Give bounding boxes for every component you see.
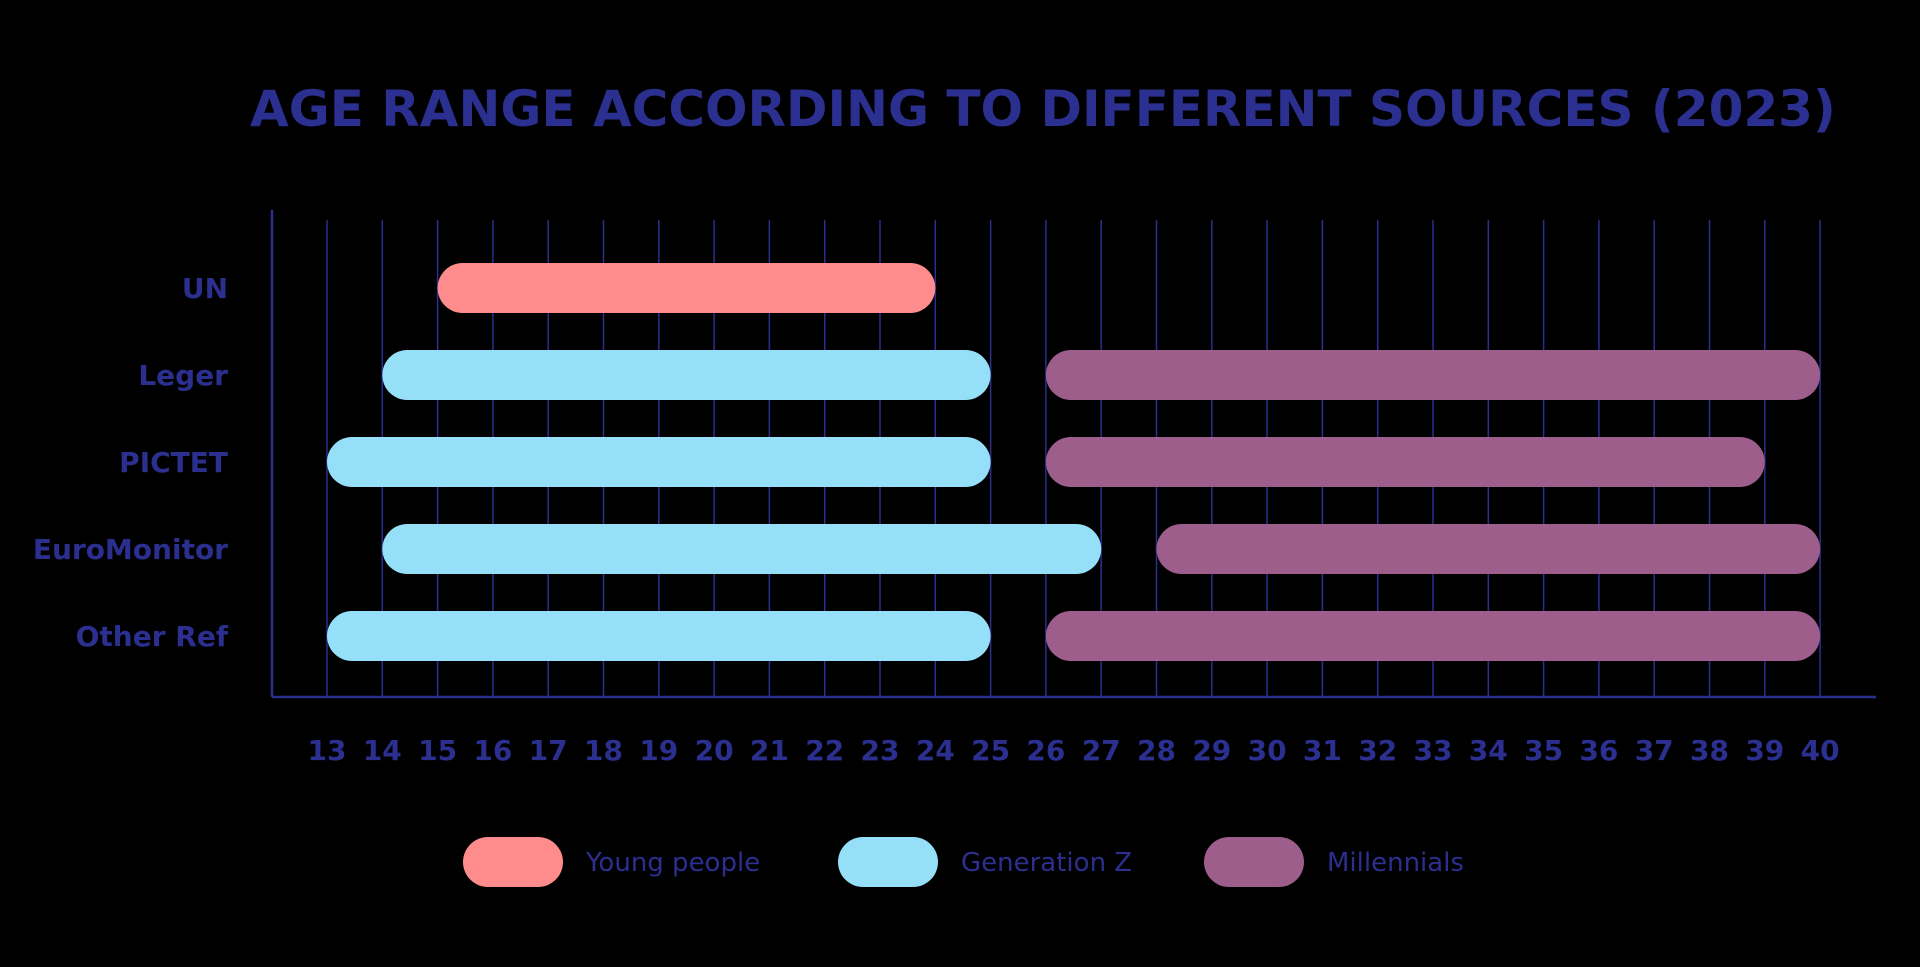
x-tick-label: 31	[1303, 734, 1342, 767]
x-tick-label: 14	[363, 734, 402, 767]
x-tick-label: 40	[1801, 734, 1840, 767]
range-bars	[327, 263, 1821, 661]
x-tick-label: 25	[971, 734, 1010, 767]
legend-label: Young people	[585, 848, 760, 878]
x-tick-label: 15	[418, 734, 457, 767]
range-bar	[1045, 437, 1765, 487]
legend-swatch	[838, 837, 938, 887]
range-bar	[1156, 524, 1821, 574]
x-tick-label: 34	[1469, 734, 1508, 767]
x-tick-label: 22	[805, 734, 844, 767]
x-tick-label: 21	[750, 734, 789, 767]
x-tick-label: 23	[861, 734, 900, 767]
range-bar	[327, 611, 991, 661]
x-tick-label: 29	[1192, 734, 1231, 767]
range-bar	[1045, 350, 1821, 400]
legend-label: Generation Z	[961, 848, 1132, 878]
x-tick-label: 32	[1358, 734, 1397, 767]
legend-swatch	[1204, 837, 1304, 887]
legend-label: Millennials	[1327, 848, 1464, 878]
x-tick-label: 13	[308, 734, 347, 767]
axes	[270, 210, 1876, 699]
x-tick-label: 38	[1690, 734, 1729, 767]
x-tick-labels: 13 14 15 16 17 18 19 20 21 22 23 24 25 26 27 28 29 30 31 32…	[308, 734, 1840, 767]
category-label: Leger	[138, 359, 228, 392]
x-tick-label: 20	[695, 734, 734, 767]
x-tick-label: 26	[1026, 734, 1065, 767]
range-bar	[382, 524, 1102, 574]
legend-swatch	[463, 837, 563, 887]
range-bar	[1045, 611, 1821, 661]
category-label: UN	[182, 272, 228, 305]
x-tick-label: 19	[639, 734, 678, 767]
x-tick-label: 28	[1137, 734, 1176, 767]
x-tick-label: 24	[916, 734, 955, 767]
category-labels: UN Leger PICTET EuroMonitor Other Ref	[33, 272, 229, 653]
range-bar	[382, 350, 991, 400]
x-tick-label: 30	[1248, 734, 1287, 767]
category-label: EuroMonitor	[33, 533, 228, 566]
x-tick-label: 27	[1082, 734, 1121, 767]
x-tick-label: 39	[1745, 734, 1784, 767]
x-tick-label: 33	[1414, 734, 1453, 767]
legend: Young people Generation Z Millennials	[463, 837, 1464, 887]
range-bar	[437, 263, 936, 313]
x-tick-label: 17	[529, 734, 568, 767]
chart-title: AGE RANGE ACCORDING TO DIFFERENT SOURCES…	[250, 80, 1836, 138]
category-label: PICTET	[119, 446, 228, 479]
x-tick-label: 35	[1524, 734, 1563, 767]
x-tick-label: 18	[584, 734, 623, 767]
range-bar	[327, 437, 991, 487]
x-tick-label: 37	[1635, 734, 1674, 767]
category-label: Other Ref	[76, 620, 229, 653]
x-tick-label: 36	[1579, 734, 1618, 767]
x-tick-label: 16	[473, 734, 512, 767]
